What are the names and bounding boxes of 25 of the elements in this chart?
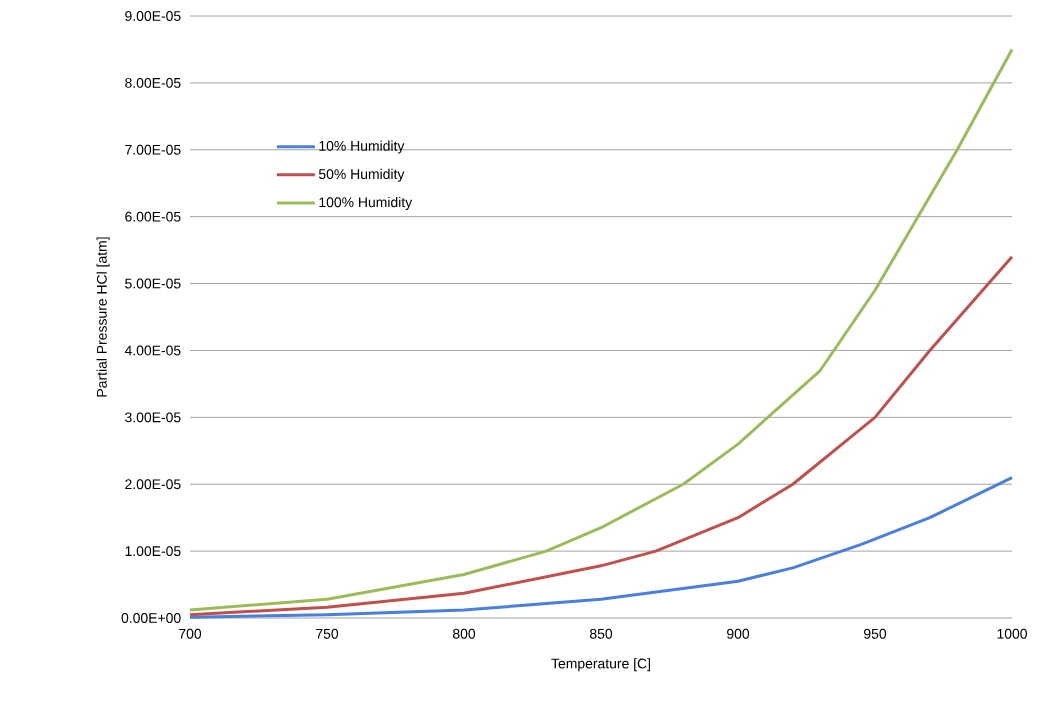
legend-label: 10% Humidity xyxy=(319,140,405,154)
x-tick-label: 1000 xyxy=(997,628,1027,639)
x-tick-label: 700 xyxy=(179,628,202,639)
line-series xyxy=(188,255,1014,617)
x-tick-label: 800 xyxy=(452,628,476,639)
x-tick-label: 750 xyxy=(316,628,339,639)
y-tick-label: 6.00E-05 xyxy=(125,211,181,222)
y-tick-label: 2.00E-05 xyxy=(125,479,181,490)
y-tick-label: 8.00E-05 xyxy=(125,77,181,88)
y-tick-label: 7.00E-05 xyxy=(125,144,181,155)
x-tick-label: 950 xyxy=(864,628,887,639)
line-series xyxy=(188,476,1014,619)
line-series xyxy=(188,47,1014,612)
y-tick-label: 4.00E-05 xyxy=(124,345,181,356)
y-axis-title: Partial Pressure HCl [atm] xyxy=(96,237,110,397)
x-axis-title: Temperature [C] xyxy=(551,658,650,672)
x-tick-label: 850 xyxy=(589,628,613,639)
y-tick-label: 9.00E-05 xyxy=(125,11,181,21)
x-tick-label: 900 xyxy=(727,628,750,639)
y-tick-label: 1.00E-05 xyxy=(125,546,181,557)
legend-label: 50% Humidity xyxy=(318,168,405,182)
y-tick-label: 3.00E-05 xyxy=(125,412,181,423)
y-tick-label: 0.00E+00 xyxy=(121,613,181,623)
y-tick-label: 5.00E-05 xyxy=(125,278,181,289)
legend-label: 100% Humidity xyxy=(319,196,413,210)
